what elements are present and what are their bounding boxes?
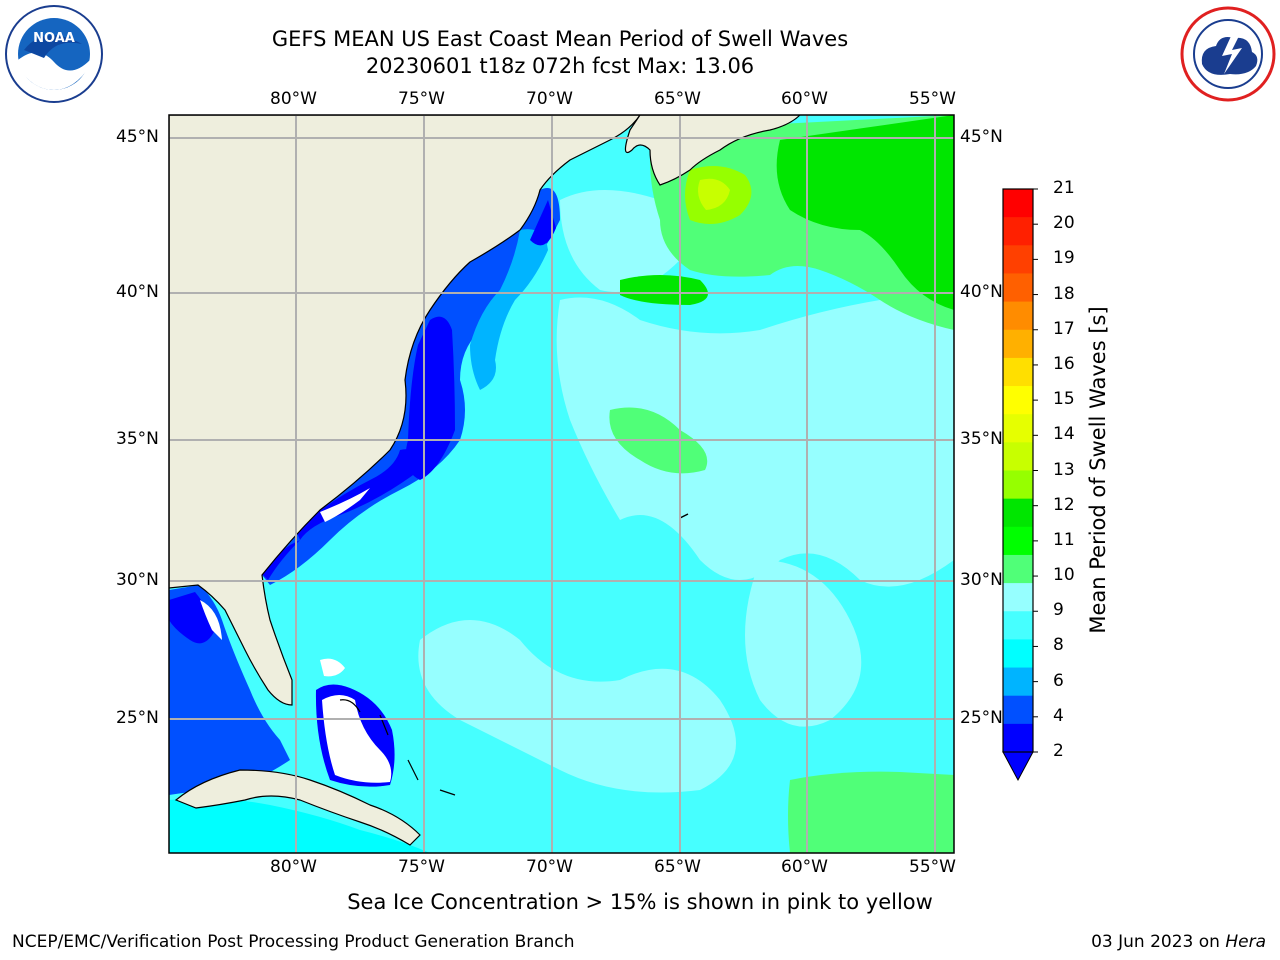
colorbar-segment (1003, 414, 1033, 443)
colorbar (1003, 188, 1038, 753)
lon-label-top: 75°W (398, 89, 445, 109)
colorbar-segment (1003, 583, 1033, 612)
swell-zone-below-2s (260, 540, 300, 580)
lat-label-left: 35°N (116, 429, 159, 449)
map-frame (168, 114, 955, 854)
colorbar-segment (1003, 695, 1033, 725)
lat-label-right: 35°N (960, 429, 1003, 449)
sea-ice-caption: Sea Ice Concentration > 15% is shown in … (347, 890, 933, 914)
swell-zone-10-11s (776, 115, 954, 310)
swell-zone-10-11s (620, 275, 708, 305)
colorbar-title: Mean Period of Swell Waves [s] (1086, 306, 1110, 634)
no-data-area (322, 695, 392, 783)
colorbar-label: 6 (1053, 670, 1064, 691)
colorbar-segment (1003, 273, 1033, 303)
noaa-logo-icon: NOAA (5, 5, 103, 103)
swell-zone-4-6s (470, 229, 548, 390)
swell-zone-8-9s (745, 560, 862, 727)
colorbar-segment (1003, 723, 1033, 753)
lat-label-right: 25°N (960, 708, 1003, 728)
colorbar-label: 16 (1053, 353, 1075, 374)
footer-date: 03 Jun 2023 on (1091, 932, 1226, 952)
lat-label-left: 30°N (116, 570, 159, 590)
lon-label-top: 60°W (781, 89, 828, 109)
colorbar-segment (1003, 189, 1033, 218)
no-data-area (320, 658, 345, 677)
lat-label-right: 40°N (960, 282, 1003, 302)
lon-label-bottom: 70°W (526, 857, 573, 877)
nova-scotia-land (624, 115, 801, 186)
lat-label-left: 25°N (116, 708, 159, 728)
swell-zone-8-9s (560, 190, 680, 292)
colorbar-label: 11 (1053, 529, 1075, 550)
footer-date-stamp: 03 Jun 2023 on Hera (1091, 932, 1266, 952)
colorbar-label: 21 (1053, 178, 1075, 198)
colorbar-extend-arrow (1002, 751, 1034, 782)
colorbar-label: 19 (1053, 248, 1075, 269)
lon-label-top: 65°W (654, 89, 701, 109)
colorbar-segment (1003, 639, 1033, 669)
colorbar-label: 2 (1053, 741, 1064, 761)
swell-zone-2-4s (262, 188, 560, 585)
lat-label-right: 45°N (960, 127, 1003, 147)
lon-label-bottom: 55°W (909, 857, 956, 877)
lat-label-right: 30°N (960, 570, 1003, 590)
colorbar-segment (1003, 357, 1033, 387)
lon-label-bottom: 65°W (654, 857, 701, 877)
colorbar-segment (1003, 245, 1033, 274)
colorbar-label: 15 (1053, 389, 1075, 410)
colorbar-segment (1003, 611, 1033, 640)
chart-title: GEFS MEAN US East Coast Mean Period of S… (271, 27, 849, 51)
colorbar-label: 13 (1053, 459, 1075, 480)
colorbar-segment (1003, 498, 1033, 528)
colorbar-label: 20 (1053, 213, 1075, 234)
colorbar-segment (1003, 301, 1033, 331)
no-data-area (200, 600, 222, 640)
colorbar-frame (1002, 188, 1034, 753)
graticule (169, 115, 954, 853)
lat-label-left: 40°N (116, 282, 159, 302)
colorbar-segment (1003, 217, 1033, 246)
us-east-coast-land (169, 115, 641, 706)
swell-zone-4-6s (169, 798, 430, 853)
colorbar-label: 8 (1053, 635, 1064, 656)
lon-label-bottom: 60°W (781, 857, 828, 877)
colorbar-label: 14 (1053, 424, 1075, 445)
footer-host: Hera (1225, 932, 1266, 952)
cuba-land (174, 769, 421, 846)
colorbar-label: 4 (1053, 705, 1064, 726)
colorbar-segment (1003, 554, 1033, 584)
noaa-logo-text: NOAA (33, 31, 75, 46)
colorbar-segment (1003, 386, 1033, 415)
colorbar-segment (1003, 526, 1033, 556)
no-data-area (320, 488, 370, 522)
colorbar-label: 17 (1053, 318, 1075, 339)
swell-zone-8-9s (556, 297, 954, 587)
colorbar-label: 9 (1053, 600, 1064, 621)
colorbar-label: 18 (1053, 283, 1075, 304)
lon-label-bottom: 80°W (270, 857, 317, 877)
lat-label-left: 45°N (116, 127, 159, 147)
nws-logo-icon (1180, 6, 1276, 102)
lon-label-top: 80°W (270, 89, 317, 109)
colorbar-segment (1003, 470, 1033, 500)
swell-zone-9-10s (788, 771, 954, 853)
lon-label-top: 70°W (526, 89, 573, 109)
footer-credit: NCEP/EMC/Verification Post Processing Pr… (12, 932, 575, 952)
colorbar-segment (1003, 442, 1033, 471)
swell-zone-8-9s (418, 620, 736, 793)
colorbar-segment (1003, 667, 1033, 697)
lon-label-bottom: 75°W (398, 857, 445, 877)
swell-period-field (169, 115, 954, 853)
swell-zone-below-2s (530, 200, 556, 246)
colorbar-label: 10 (1053, 565, 1075, 586)
lon-label-top: 55°W (909, 89, 956, 109)
colorbar-segment (1003, 329, 1033, 359)
swell-zone-12-13s (698, 178, 730, 210)
chart-subtitle: 20230601 t18z 072h fcst Max: 13.06 (365, 54, 755, 78)
colorbar-label: 12 (1053, 494, 1075, 515)
